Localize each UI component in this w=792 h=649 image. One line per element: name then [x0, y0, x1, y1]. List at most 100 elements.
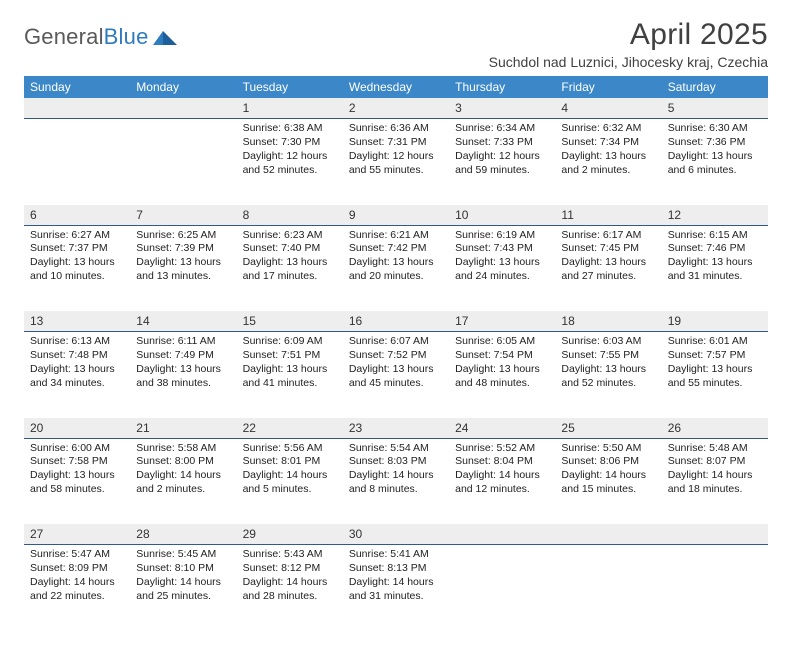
daynum-cell: 3: [449, 98, 555, 119]
day-cell-body: Sunrise: 5:56 AMSunset: 8:01 PMDaylight:…: [237, 439, 343, 503]
sunrise-text: Sunrise: 6:32 AM: [561, 122, 655, 136]
day-number: 1: [243, 101, 250, 115]
day-cell-body: Sunrise: 5:43 AMSunset: 8:12 PMDaylight:…: [237, 545, 343, 609]
sunset-text: Sunset: 7:48 PM: [30, 349, 124, 363]
weekday-header: Friday: [555, 76, 661, 98]
sunrise-text: Sunrise: 6:03 AM: [561, 335, 655, 349]
sunrise-text: Sunrise: 6:25 AM: [136, 229, 230, 243]
daylight-text: Daylight: 13 hours and 45 minutes.: [349, 363, 443, 391]
day-number: 16: [349, 314, 362, 328]
day-number: 29: [243, 527, 256, 541]
daylight-text: Daylight: 14 hours and 22 minutes.: [30, 576, 124, 604]
sunset-text: Sunset: 8:06 PM: [561, 455, 655, 469]
day-number: 7: [136, 208, 143, 222]
day-number: 26: [668, 421, 681, 435]
day-number: 18: [561, 314, 574, 328]
daynum-cell: 20: [24, 418, 130, 439]
day-cell-body: Sunrise: 6:23 AMSunset: 7:40 PMDaylight:…: [237, 226, 343, 290]
day-number: 24: [455, 421, 468, 435]
daylight-text: Daylight: 13 hours and 41 minutes.: [243, 363, 337, 391]
sunset-text: Sunset: 8:13 PM: [349, 562, 443, 576]
day-cell-body: Sunrise: 6:15 AMSunset: 7:46 PMDaylight:…: [662, 226, 768, 290]
sunrise-text: Sunrise: 6:38 AM: [243, 122, 337, 136]
daylight-text: Daylight: 13 hours and 38 minutes.: [136, 363, 230, 391]
day-cell-body: Sunrise: 6:36 AMSunset: 7:31 PMDaylight:…: [343, 119, 449, 183]
day-cell-body: Sunrise: 6:00 AMSunset: 7:58 PMDaylight:…: [24, 439, 130, 503]
logo-word2: Blue: [104, 24, 149, 49]
day-cell-body: Sunrise: 6:17 AMSunset: 7:45 PMDaylight:…: [555, 226, 661, 290]
sunrise-text: Sunrise: 6:05 AM: [455, 335, 549, 349]
day-number: 11: [561, 208, 573, 222]
daylight-text: Daylight: 13 hours and 48 minutes.: [455, 363, 549, 391]
day-cell: Sunrise: 6:25 AMSunset: 7:39 PMDaylight:…: [130, 225, 236, 311]
sunrise-text: Sunrise: 6:17 AM: [561, 229, 655, 243]
sunrise-text: Sunrise: 6:00 AM: [30, 442, 124, 456]
daynum-cell: 29: [237, 524, 343, 545]
day-cell-body: Sunrise: 6:09 AMSunset: 7:51 PMDaylight:…: [237, 332, 343, 396]
day-cell: [449, 545, 555, 631]
content-row: Sunrise: 6:38 AMSunset: 7:30 PMDaylight:…: [24, 119, 768, 205]
sunrise-text: Sunrise: 5:54 AM: [349, 442, 443, 456]
content-row: Sunrise: 6:13 AMSunset: 7:48 PMDaylight:…: [24, 332, 768, 418]
daynum-cell: 16: [343, 311, 449, 332]
daylight-text: Daylight: 14 hours and 8 minutes.: [349, 469, 443, 497]
sunset-text: Sunset: 8:10 PM: [136, 562, 230, 576]
day-number: 5: [668, 101, 675, 115]
day-cell-body: Sunrise: 6:25 AMSunset: 7:39 PMDaylight:…: [130, 226, 236, 290]
daynum-cell: 10: [449, 205, 555, 226]
daynum-cell: [449, 524, 555, 545]
day-cell: Sunrise: 5:43 AMSunset: 8:12 PMDaylight:…: [237, 545, 343, 631]
day-number: 3: [455, 101, 462, 115]
daylight-text: Daylight: 13 hours and 34 minutes.: [30, 363, 124, 391]
day-cell: Sunrise: 6:27 AMSunset: 7:37 PMDaylight:…: [24, 225, 130, 311]
daynum-cell: 21: [130, 418, 236, 439]
day-cell: Sunrise: 6:17 AMSunset: 7:45 PMDaylight:…: [555, 225, 661, 311]
day-cell-body: Sunrise: 5:41 AMSunset: 8:13 PMDaylight:…: [343, 545, 449, 609]
day-cell: Sunrise: 6:23 AMSunset: 7:40 PMDaylight:…: [237, 225, 343, 311]
daynum-cell: [24, 98, 130, 119]
day-cell: [555, 545, 661, 631]
daylight-text: Daylight: 12 hours and 55 minutes.: [349, 150, 443, 178]
daylight-text: Daylight: 13 hours and 58 minutes.: [30, 469, 124, 497]
day-cell-body: Sunrise: 6:11 AMSunset: 7:49 PMDaylight:…: [130, 332, 236, 396]
day-number: 10: [455, 208, 468, 222]
day-number: 13: [30, 314, 43, 328]
day-cell-body: Sunrise: 5:45 AMSunset: 8:10 PMDaylight:…: [130, 545, 236, 609]
logo: GeneralBlue: [24, 18, 179, 50]
daylight-text: Daylight: 14 hours and 12 minutes.: [455, 469, 549, 497]
day-cell-body: Sunrise: 6:01 AMSunset: 7:57 PMDaylight:…: [662, 332, 768, 396]
sunset-text: Sunset: 7:54 PM: [455, 349, 549, 363]
day-cell: Sunrise: 6:34 AMSunset: 7:33 PMDaylight:…: [449, 119, 555, 205]
day-cell: [130, 119, 236, 205]
daylight-text: Daylight: 13 hours and 20 minutes.: [349, 256, 443, 284]
day-number: 9: [349, 208, 356, 222]
daylight-text: Daylight: 14 hours and 18 minutes.: [668, 469, 762, 497]
daylight-text: Daylight: 13 hours and 2 minutes.: [561, 150, 655, 178]
day-cell: Sunrise: 6:11 AMSunset: 7:49 PMDaylight:…: [130, 332, 236, 418]
day-number: 14: [136, 314, 149, 328]
daynum-cell: 25: [555, 418, 661, 439]
day-number: 2: [349, 101, 356, 115]
day-cell: Sunrise: 6:03 AMSunset: 7:55 PMDaylight:…: [555, 332, 661, 418]
day-cell-body: Sunrise: 5:58 AMSunset: 8:00 PMDaylight:…: [130, 439, 236, 503]
sunrise-text: Sunrise: 6:13 AM: [30, 335, 124, 349]
sunrise-text: Sunrise: 6:36 AM: [349, 122, 443, 136]
day-number: 12: [668, 208, 681, 222]
day-number: 27: [30, 527, 43, 541]
day-number: 19: [668, 314, 681, 328]
daynum-cell: 27: [24, 524, 130, 545]
day-number: 8: [243, 208, 250, 222]
day-cell-body: Sunrise: 6:21 AMSunset: 7:42 PMDaylight:…: [343, 226, 449, 290]
day-cell-body: Sunrise: 5:52 AMSunset: 8:04 PMDaylight:…: [449, 439, 555, 503]
sunset-text: Sunset: 7:31 PM: [349, 136, 443, 150]
day-number: 15: [243, 314, 256, 328]
daynum-row: 27282930: [24, 524, 768, 545]
daynum-cell: [130, 98, 236, 119]
day-cell: Sunrise: 6:15 AMSunset: 7:46 PMDaylight:…: [662, 225, 768, 311]
sunset-text: Sunset: 8:04 PM: [455, 455, 549, 469]
weekday-header: Tuesday: [237, 76, 343, 98]
daynum-cell: 2: [343, 98, 449, 119]
page-subtitle: Suchdol nad Luznici, Jihocesky kraj, Cze…: [489, 54, 768, 70]
sunrise-text: Sunrise: 5:45 AM: [136, 548, 230, 562]
daynum-cell: 7: [130, 205, 236, 226]
